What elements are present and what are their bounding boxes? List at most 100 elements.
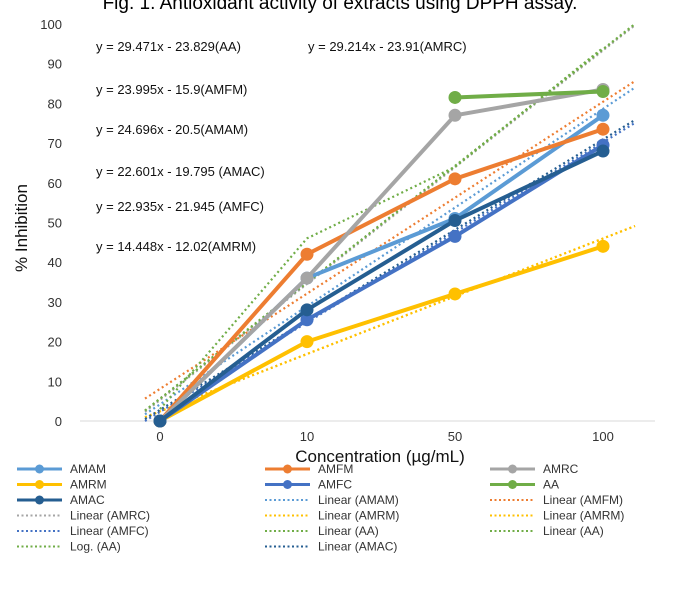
y-tick-label: 0: [55, 414, 62, 429]
data-point-amfm: [300, 247, 314, 261]
y-tick-label: 30: [48, 295, 62, 310]
legend-label: AMRM: [70, 478, 107, 492]
x-tick-label: 0: [156, 429, 163, 444]
legend-item-linear-amrm: Linear (AMRM): [490, 509, 624, 523]
legend-item-amrc: AMRC: [490, 462, 579, 476]
legend-item-log-aa: Log. (AA): [17, 540, 121, 554]
x-tick-label: 50: [448, 429, 462, 444]
trendline-equation: y = 22.935x - 21.945 (AMFC): [96, 199, 264, 214]
legend-item-linear-amrc: Linear (AMRC): [17, 509, 150, 523]
legend-marker: [35, 495, 44, 505]
chart-title: Fig. 1. Antioxidant activity of extracts…: [103, 0, 578, 14]
legend-label: AMRC: [543, 462, 579, 476]
legend-label: Linear (AMRM): [543, 509, 624, 523]
legend-item-linear-amrm: Linear (AMRM): [265, 509, 399, 523]
legend-label: Linear (AA): [543, 524, 604, 538]
legend-item-amam: AMAM: [17, 462, 106, 476]
y-tick-labels: 0 10 20 30 40 50 60 70 80 90 100: [40, 17, 62, 429]
x-tick-labels: 0 10 50 100: [156, 429, 613, 444]
legend-item-amfc: AMFC: [265, 478, 352, 492]
legend-item-aa: AA: [490, 478, 559, 492]
trendline-equation: y = 29.471x - 23.829(AA): [96, 39, 241, 54]
series-amac: [153, 144, 610, 428]
legend-label: Linear (AMAC): [318, 540, 397, 554]
legend-item-linear-amam: Linear (AMAM): [265, 493, 399, 507]
trendline-equation: y = 14.448x - 12.02(AMRM): [96, 239, 256, 254]
y-tick-label: 40: [48, 255, 62, 270]
data-point-amfc: [300, 313, 314, 327]
legend-marker: [35, 480, 44, 489]
legend-label: Log. (AA): [70, 540, 121, 554]
y-tick-label: 70: [48, 136, 62, 151]
y-tick-label: 20: [48, 335, 62, 350]
series-line-amfm: [158, 127, 604, 423]
y-tick-label: 10: [48, 374, 62, 389]
legend-label: Linear (AA): [318, 524, 379, 538]
legend-item-linear-aa: Linear (AA): [490, 524, 604, 538]
trendline-equation: y = 22.601x - 19.795 (AMAC): [96, 164, 265, 179]
trendline-equation: y = 24.696x - 20.5(AMAM): [96, 122, 248, 137]
legend-label: Linear (AMRC): [70, 509, 150, 523]
legend-item-linear-amfc: Linear (AMFC): [17, 524, 149, 538]
legend-item-linear-amfm: Linear (AMFM): [490, 493, 623, 507]
data-point-amam: [596, 108, 610, 122]
data-point-amrm: [300, 335, 314, 349]
data-point-amac: [448, 214, 462, 228]
legend-item-amfm: AMFM: [265, 462, 353, 476]
legend-label: AMFM: [318, 462, 353, 476]
legend-label: Linear (AMFC): [70, 524, 149, 538]
series-line-amfc: [158, 143, 605, 423]
trendline-equation: y = 23.995x - 15.9(AMFM): [96, 82, 247, 97]
series-line-aa: [454, 89, 604, 100]
data-point-amrm: [596, 239, 610, 253]
x-tick-label: 10: [300, 429, 314, 444]
y-tick-label: 100: [40, 17, 62, 32]
data-point-amrc: [300, 271, 314, 285]
series-line-amrm: [159, 244, 604, 423]
data-point-amrm: [448, 287, 462, 301]
series-amrm: [153, 239, 610, 428]
legend: AMAM AMFM AMRC AMRM AMFC AA AMAC Linear (AMAM) L…: [17, 462, 624, 554]
data-point-amac: [596, 144, 610, 158]
x-axis-label: Concentration (µg/mL): [295, 447, 464, 466]
legend-marker: [35, 464, 44, 474]
data-point-amfm: [448, 172, 462, 186]
data-point-amac: [153, 414, 167, 428]
y-tick-label: 80: [48, 96, 62, 111]
y-tick-label: 90: [48, 57, 62, 72]
trendline-equations: y = 29.471x - 23.829(AA) y = 29.214x - 23…: [96, 39, 467, 254]
legend-label: AMFC: [318, 478, 352, 492]
data-point-aa: [596, 84, 610, 98]
data-point-amrc: [448, 108, 462, 122]
x-tick-label: 100: [592, 429, 614, 444]
legend-item-linear-amac: Linear (AMAC): [265, 540, 397, 554]
legend-item-linear-aa: Linear (AA): [265, 524, 379, 538]
legend-label: Linear (AMFM): [543, 493, 623, 507]
series-aa: [448, 84, 610, 104]
legend-item-amac: AMAC: [17, 493, 105, 507]
legend-label: AA: [543, 478, 559, 492]
trendline-linear-amfm: [144, 80, 636, 400]
legend-item-amrm: AMRM: [17, 478, 107, 492]
legend-label: Linear (AMRM): [318, 509, 399, 523]
data-point-amfm: [596, 122, 610, 136]
trendline-linear-amam: [144, 86, 636, 416]
series-line-amrc: [158, 87, 604, 423]
legend-label: AMAM: [70, 462, 106, 476]
data-series: [153, 83, 610, 428]
legend-marker: [283, 464, 292, 474]
y-tick-label: 50: [48, 216, 62, 231]
legend-label: AMAC: [70, 493, 105, 507]
data-point-amac: [300, 303, 314, 317]
y-tick-label: 60: [48, 176, 62, 191]
trendline-linear-amrc: [144, 24, 636, 413]
data-point-aa: [448, 90, 462, 104]
legend-marker: [283, 480, 292, 489]
series-line-amac: [158, 149, 604, 423]
legend-marker: [508, 464, 517, 474]
legend-label: Linear (AMAM): [318, 493, 399, 507]
data-point-amfc: [448, 229, 462, 243]
legend-marker: [508, 480, 517, 489]
trendline-equation: y = 29.214x - 23.91(AMRC): [308, 39, 467, 54]
